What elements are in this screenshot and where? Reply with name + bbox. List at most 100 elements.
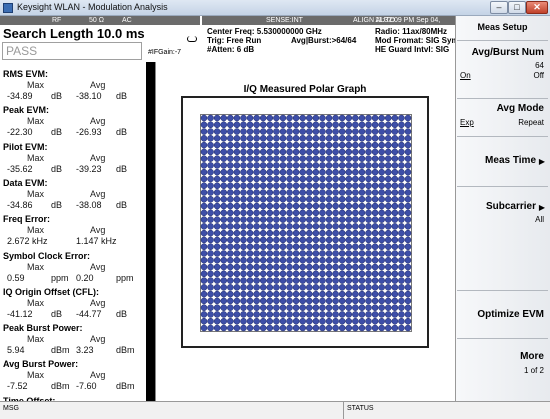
constellation-point: [259, 121, 267, 129]
constellation-point: [279, 135, 287, 142]
constellation-point: [358, 162, 366, 169]
constellation-point: [240, 175, 247, 183]
constellation-point: [378, 216, 385, 223]
subcarrier-key[interactable]: Subcarrier ▶ All: [457, 186, 548, 248]
constellation-point: [404, 141, 412, 149]
constellation-point: [404, 135, 412, 142]
constellation-point: [253, 297, 260, 305]
constellation-point: [306, 324, 313, 332]
minimize-button[interactable]: –: [490, 1, 508, 14]
constellation-point: [266, 277, 274, 284]
constellation-point: [384, 250, 392, 257]
constellation-point: [325, 155, 333, 162]
constellation-point: [246, 277, 254, 284]
optimize-evm-key[interactable]: Optimize EVM: [457, 290, 548, 338]
more-key[interactable]: More 1 of 2: [457, 338, 548, 386]
constellation-point: [273, 182, 280, 190]
measurement-title[interactable]: Search Length 10.0 ms: [3, 26, 145, 41]
constellation-point: [227, 229, 234, 237]
constellation-point: [299, 250, 306, 257]
rms-evm-max-unit: dB: [51, 91, 63, 101]
constellation-point: [213, 256, 221, 264]
avg-burst-num-key[interactable]: Avg/Burst Num 64 On Off: [457, 40, 548, 98]
constellation-point: [233, 229, 241, 237]
constellation-point: [200, 270, 208, 278]
constellation-point: [266, 223, 274, 230]
constellation-point: [286, 263, 293, 271]
constellation-point: [253, 229, 260, 237]
constellation-point: [200, 304, 208, 311]
constellation-point: [207, 290, 214, 298]
constellation-point: [259, 223, 267, 230]
meas-time-label: Meas Time: [485, 155, 536, 166]
constellation-point: [227, 284, 234, 291]
constellation-point: [253, 128, 260, 135]
constellation-point: [273, 209, 280, 217]
constellation-point: [213, 311, 221, 318]
constellation-point: [352, 216, 359, 223]
meas-time-key[interactable]: Meas Time ▶: [457, 136, 548, 186]
constellation-point: [352, 162, 359, 169]
constellation-point: [378, 162, 385, 169]
constellation-point: [371, 128, 379, 135]
rms-evm-header: RMS EVM:: [3, 69, 48, 79]
constellation-point: [325, 202, 333, 210]
avg-mode-key[interactable]: Avg Mode Exp Repeat: [457, 98, 548, 136]
constellation-point: [338, 250, 346, 257]
avg-mode-repeat-option: Repeat: [518, 118, 544, 127]
constellation-point: [233, 317, 241, 325]
constellation-point: [358, 277, 366, 284]
constellation-point: [378, 223, 385, 230]
constellation-point: [345, 135, 353, 142]
constellation-point: [345, 202, 353, 210]
constellation-point: [213, 175, 221, 183]
constellation-point: [207, 202, 214, 210]
constellation-point: [398, 162, 405, 169]
constellation-point: [292, 317, 300, 325]
constellation-point: [352, 236, 359, 244]
constellation-point: [365, 263, 372, 271]
constellation-point: [371, 290, 379, 298]
constellation-point: [233, 202, 241, 210]
close-button[interactable]: ✕: [526, 1, 548, 14]
constellation-point: [253, 290, 260, 298]
constellation-point: [332, 175, 339, 183]
constellation-point: [279, 155, 287, 162]
constellation-point: [404, 304, 412, 311]
constellation-point: [345, 263, 353, 271]
symbol-clock-error-avg-label: Avg: [90, 261, 106, 272]
constellation-point: [220, 324, 228, 332]
constellation-point: [299, 263, 306, 271]
constellation-point: [286, 202, 293, 210]
constellation-point: [371, 277, 379, 284]
constellation-point: [319, 223, 326, 230]
constellation-point: [404, 311, 412, 318]
constellation-point: [312, 121, 320, 129]
constellation-point: [365, 148, 372, 156]
freq-error-avg-label: Avg: [90, 225, 106, 236]
iq-constellation: [200, 114, 412, 332]
constellation-point: [233, 243, 241, 250]
constellation-point: [299, 209, 306, 217]
constellation-point: [253, 135, 260, 142]
constellation-point: [338, 209, 346, 217]
constellation-point: [266, 121, 274, 129]
constellation-point: [338, 162, 346, 169]
constellation-point: [292, 290, 300, 298]
constellation-point: [246, 304, 254, 311]
data-evm-avg-label: Avg: [90, 188, 106, 199]
constellation-point: [306, 121, 313, 129]
peak-burst-power-max-label: Max: [27, 334, 45, 345]
constellation-point: [332, 141, 339, 149]
constellation-point: [345, 189, 353, 196]
rms-evm-avg-value: -38.10: [76, 91, 102, 101]
constellation-point: [299, 284, 306, 291]
constellation-point: [299, 243, 306, 250]
constellation-point: [371, 148, 379, 156]
constellation-point: [345, 148, 353, 156]
constellation-point: [220, 297, 228, 305]
constellation-point: [345, 182, 353, 190]
constellation-point: [306, 202, 313, 210]
maximize-button[interactable]: □: [508, 1, 526, 14]
constellation-point: [391, 141, 399, 149]
